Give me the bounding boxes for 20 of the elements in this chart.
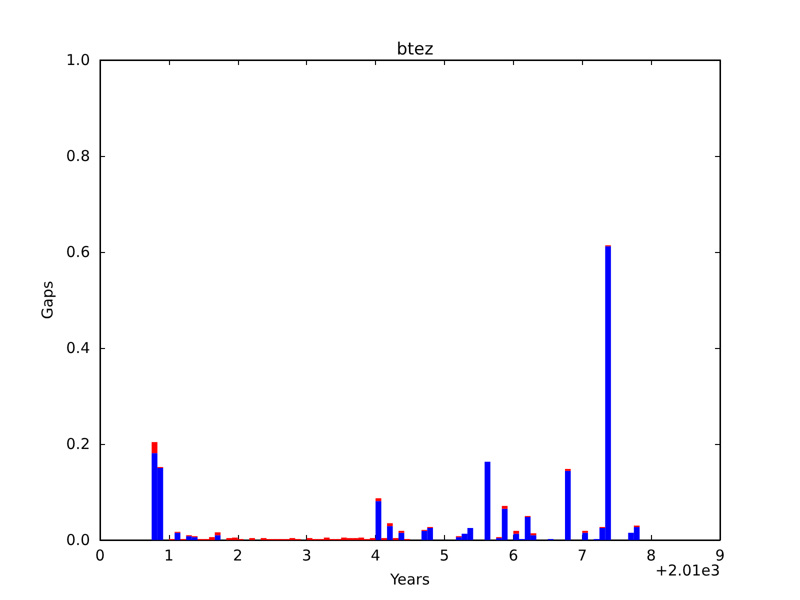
- x-tick-label: 2: [233, 546, 243, 564]
- x-tick-label: 8: [646, 546, 656, 564]
- chart-title: btez: [396, 40, 434, 60]
- x-tick-label: 5: [440, 546, 450, 564]
- x-axis-title: Years: [389, 570, 430, 588]
- y-tick-label: 0.4: [66, 339, 90, 357]
- y-tick-label: 0.8: [66, 147, 90, 165]
- x-tick-label: 7: [577, 546, 587, 564]
- x-tick-label: 0: [95, 546, 105, 564]
- x-tick-label: 1: [164, 546, 174, 564]
- y-tick-label: 1.0: [66, 51, 90, 69]
- y-axis-title: Gaps: [38, 280, 56, 320]
- text: +2.01e3: [655, 562, 720, 580]
- y-tick-label: 0.2: [66, 435, 90, 453]
- x-tick-label: 3: [302, 546, 312, 564]
- x-tick-label: 9: [715, 546, 725, 564]
- x-tick-label: 6: [508, 546, 518, 564]
- y-tick-label: 0.6: [66, 243, 90, 261]
- y-tick-label: 0.0: [66, 531, 90, 549]
- x-tick-label: 4: [370, 546, 380, 564]
